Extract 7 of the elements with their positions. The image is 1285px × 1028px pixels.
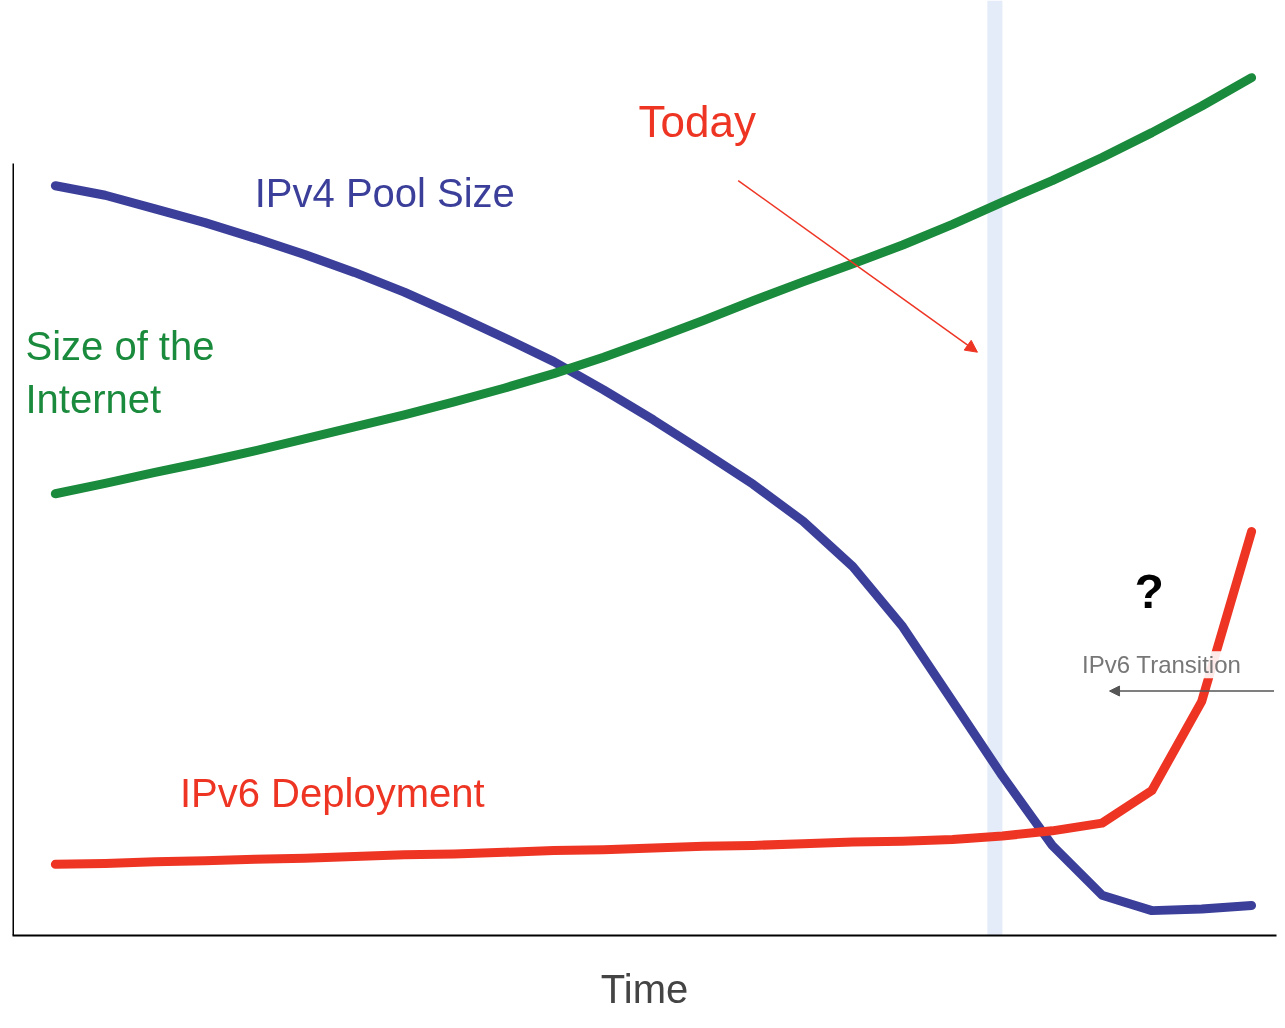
series-label: IPv6 Deployment (179, 771, 485, 816)
series-label: Size of the Internet (25, 324, 215, 421)
x-axis-title: Time (600, 966, 689, 1011)
series-label: IPv4 Pool Size (254, 170, 515, 215)
annotation: IPv6 Transition (1082, 651, 1241, 679)
annotation: Today (638, 97, 756, 147)
annotation: ? (1134, 565, 1164, 619)
